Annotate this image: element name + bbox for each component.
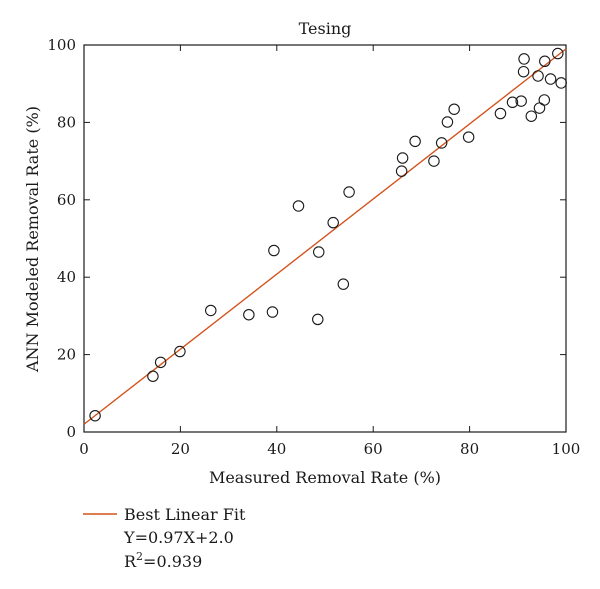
- data-point: [337, 278, 350, 290]
- data-point: [532, 70, 544, 82]
- plot-area-frame: [83, 44, 567, 433]
- x-tick-label: 40: [267, 440, 286, 458]
- data-point: [462, 131, 475, 143]
- x-tick-label: 20: [171, 440, 190, 458]
- r-squared-prefix: R: [124, 552, 137, 571]
- legend-label: Best Linear Fit: [124, 505, 246, 524]
- data-point: [89, 409, 101, 422]
- y-tick-label: 40: [57, 268, 76, 286]
- data-point: [266, 306, 279, 318]
- y-tick-label: 60: [57, 191, 76, 209]
- y-tick-label: 20: [57, 346, 76, 364]
- data-point: [448, 103, 460, 115]
- data-point: [396, 152, 409, 164]
- data-point: [506, 96, 519, 109]
- data-point: [538, 94, 551, 106]
- best-fit-line: [83, 48, 567, 425]
- y-tick-label: 100: [47, 36, 76, 54]
- data-point: [435, 137, 448, 149]
- chart-title: Tesing: [299, 19, 352, 38]
- data-point: [428, 155, 440, 167]
- data-point: [515, 95, 527, 107]
- data-point: [312, 313, 324, 326]
- fit-equation: Y=0.97X+2.0: [123, 528, 234, 547]
- x-axis-title: Measured Removal Rate (%): [209, 468, 441, 487]
- r-squared-number: =0.939: [143, 552, 202, 571]
- data-point: [441, 116, 454, 128]
- legend: Best Linear Fit Y=0.97X+2.0 R2=0.939: [83, 505, 246, 571]
- r-squared-value: R2=0.939: [124, 550, 202, 571]
- data-point: [243, 308, 255, 321]
- data-point: [539, 55, 551, 68]
- data-point: [544, 73, 557, 85]
- x-tick-label: 100: [552, 440, 581, 458]
- data-point: [154, 356, 167, 369]
- data-point: [174, 345, 186, 358]
- data-point: [268, 244, 280, 257]
- data-point: [518, 53, 530, 65]
- data-point: [517, 65, 530, 78]
- data-point: [312, 246, 325, 258]
- y-axis-title: ANN Modeled Removal Rate (%): [23, 106, 42, 373]
- x-tick-label: 0: [79, 440, 89, 458]
- data-point: [552, 47, 564, 60]
- y-tick-label: 0: [66, 423, 76, 441]
- y-tick-label: 80: [57, 113, 76, 131]
- data-point: [147, 370, 159, 383]
- data-point: [327, 216, 339, 229]
- data-point: [343, 186, 355, 198]
- data-point: [395, 165, 408, 177]
- x-tick-label: 60: [364, 440, 383, 458]
- data-point: [555, 77, 567, 89]
- data-point: [525, 110, 538, 122]
- data-point: [494, 107, 507, 120]
- x-tick-label: 80: [460, 440, 479, 458]
- data-point: [205, 304, 217, 317]
- data-point: [533, 102, 546, 114]
- data-point: [292, 200, 305, 212]
- data-point: [409, 135, 421, 148]
- r-squared-superscript: 2: [136, 550, 143, 563]
